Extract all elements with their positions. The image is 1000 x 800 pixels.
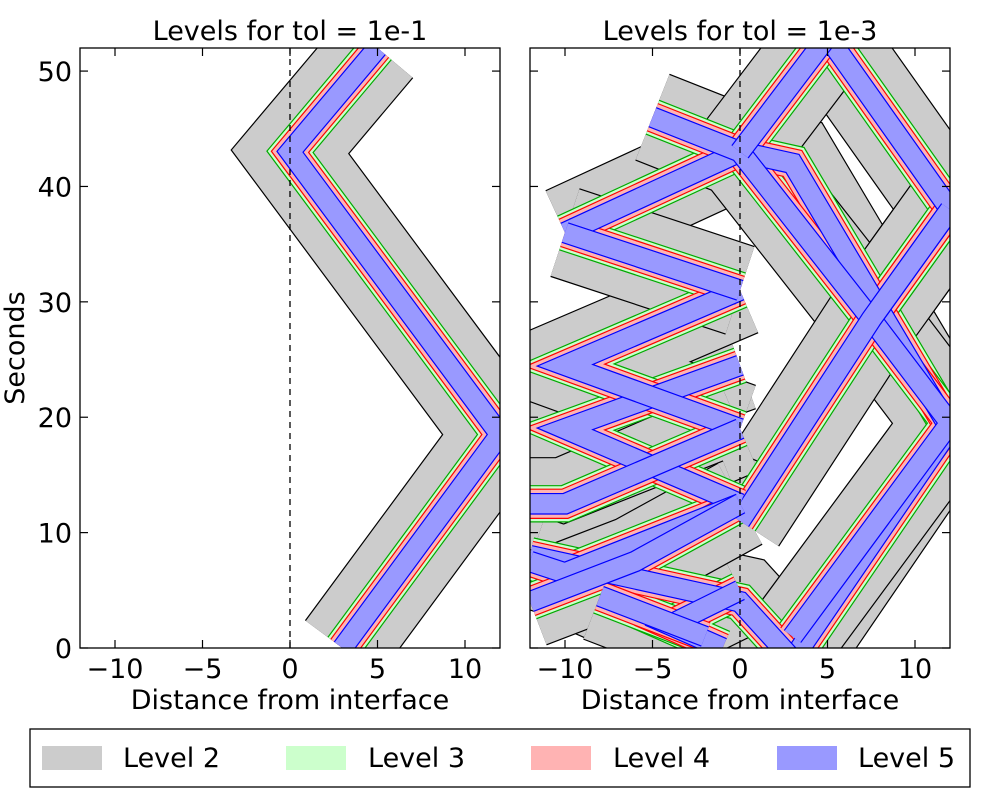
level-5-band xyxy=(732,48,831,158)
legend-swatch-level-4 xyxy=(531,746,591,770)
right-xtick-label: −10 xyxy=(537,654,594,685)
left-title: Levels for tol = 1e-1 xyxy=(153,16,428,47)
level-5-band xyxy=(530,495,745,611)
right-level-regions xyxy=(530,48,950,648)
right-xtick-label: 5 xyxy=(819,654,836,685)
left-ytick-label: 50 xyxy=(38,57,72,88)
legend-label-level-4: Level 4 xyxy=(613,743,710,774)
level-5-band xyxy=(596,587,709,646)
left-xtick-label: 10 xyxy=(448,654,482,685)
left-ytick-label: 0 xyxy=(55,634,72,665)
right-xtick-label: 0 xyxy=(731,654,748,685)
right-panel: −10 −5 0 5 10 Levels for tol = 1e-3 Distance… xyxy=(529,16,951,716)
legend: Level 2 Level 3 Level 4 Level 5 xyxy=(29,728,971,788)
level-5-band xyxy=(538,356,744,513)
left-xtick-label: 5 xyxy=(369,654,386,685)
legend-label-level-2: Level 2 xyxy=(123,743,220,774)
level-5-band xyxy=(538,281,744,438)
left-ticks: −10 −5 0 5 10 0 10 20 30 40 50 xyxy=(38,48,500,685)
level-5-band xyxy=(561,223,744,300)
legend-swatch-level-3 xyxy=(286,746,346,770)
left-xlabel: Distance from interface xyxy=(131,685,449,716)
left-xtick-label: 0 xyxy=(281,654,298,685)
level-5-band xyxy=(277,48,500,648)
left-ytick-label: 20 xyxy=(38,403,72,434)
right-xtick-label: −5 xyxy=(633,654,673,685)
right-ticks: −10 −5 0 5 10 xyxy=(530,48,950,685)
right-xtick-label: 10 xyxy=(898,654,932,685)
left-ytick-label: 30 xyxy=(38,288,72,319)
legend-swatch-level-2 xyxy=(42,746,102,770)
left-xtick-label: −5 xyxy=(183,654,223,685)
left-ytick-label: 40 xyxy=(38,172,72,203)
left-ytick-label: 10 xyxy=(38,519,72,550)
legend-swatch-level-5 xyxy=(777,746,837,770)
legend-label-level-5: Level 5 xyxy=(858,743,955,774)
left-ylabel: Seconds xyxy=(0,291,31,404)
right-xlabel: Distance from interface xyxy=(581,685,899,716)
level-5-band xyxy=(731,203,950,527)
left-level-regions xyxy=(230,48,500,648)
left-panel: −10 −5 0 5 10 0 10 20 30 40 50 Levels for tol = 1e… xyxy=(0,16,501,716)
right-title: Levels for tol = 1e-3 xyxy=(603,16,878,47)
level-5-band xyxy=(530,419,744,514)
left-xtick-label: −10 xyxy=(87,654,144,685)
legend-label-level-3: Level 3 xyxy=(368,743,465,774)
